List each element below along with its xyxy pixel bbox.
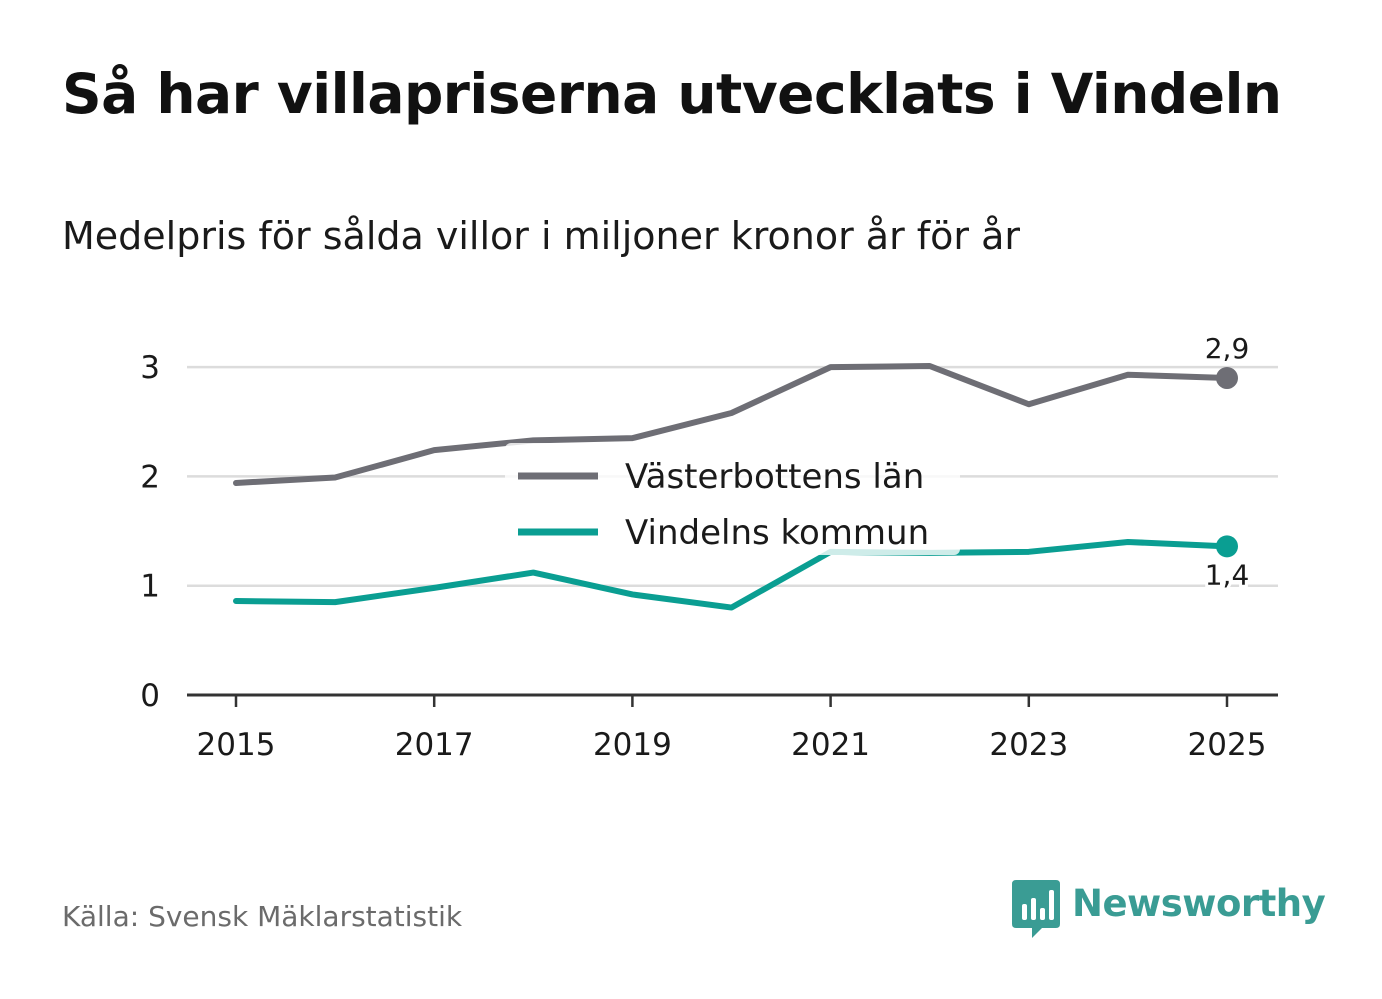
end-marker [1216, 367, 1238, 390]
x-tick-label: 2023 [989, 727, 1068, 763]
legend-label: Vindelns kommun [625, 513, 929, 553]
end-label: 2,9 [1205, 332, 1250, 365]
x-tick-label: 2015 [197, 727, 276, 763]
x-tick-label: 2017 [395, 727, 474, 763]
source-note: Källa: Svensk Mäklarstatistik [62, 900, 463, 933]
x-tick-label: 2025 [1188, 727, 1267, 763]
brand-name: Newsworthy [1072, 882, 1326, 925]
chart-subtitle: Medelpris för sålda villor i miljoner kr… [62, 214, 1021, 258]
chart-title: Så har villapriserna utvecklats i Vindel… [62, 62, 1282, 126]
end-label: 1,4 [1205, 558, 1250, 591]
x-tick-label: 2021 [791, 727, 870, 763]
legend-box [505, 443, 960, 555]
x-tick-label: 2019 [593, 727, 672, 763]
y-tick-label: 2 [140, 459, 160, 495]
y-tick-label: 0 [140, 678, 160, 714]
y-tick-label: 3 [140, 350, 160, 386]
newsworthy-logo-icon [1012, 880, 1060, 938]
legend-label: Västerbottens län [625, 457, 924, 497]
newsworthy-logo[interactable]: Newsworthy [1012, 880, 1326, 938]
end-marker [1216, 535, 1238, 558]
y-tick-label: 1 [140, 569, 160, 605]
